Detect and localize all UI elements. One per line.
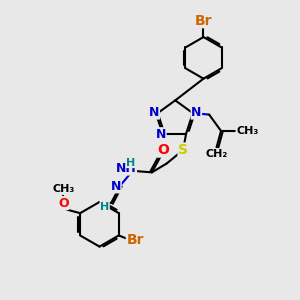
Text: N: N — [191, 106, 202, 119]
Text: CH₃: CH₃ — [236, 126, 258, 136]
Text: NH: NH — [116, 162, 136, 175]
Text: N: N — [156, 128, 166, 141]
Text: N: N — [149, 106, 159, 119]
Text: Br: Br — [195, 14, 212, 28]
Text: H: H — [126, 158, 135, 167]
Text: O: O — [157, 143, 169, 157]
Text: S: S — [178, 143, 188, 157]
Text: O: O — [58, 196, 68, 210]
Text: N: N — [111, 180, 121, 193]
Text: CH₃: CH₃ — [52, 184, 74, 194]
Text: H: H — [100, 202, 109, 212]
Text: Br: Br — [126, 233, 144, 247]
Text: CH₂: CH₂ — [206, 149, 228, 159]
